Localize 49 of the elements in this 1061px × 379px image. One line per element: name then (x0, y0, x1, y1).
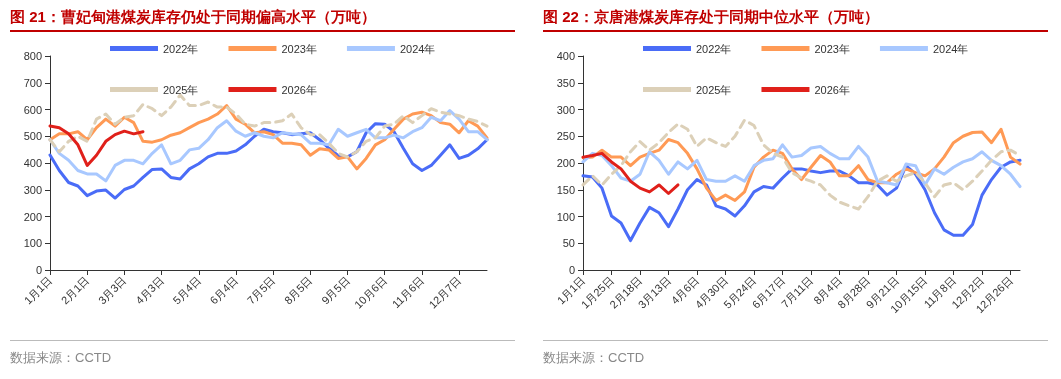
legend-label: 2024年 (932, 42, 969, 55)
y-tick-label: 200 (23, 210, 42, 223)
chart-title: 图 22：京唐港煤炭库存处于同期中位水平（万吨） (543, 0, 1048, 32)
y-tick-label: 100 (556, 210, 575, 223)
x-tick-label: 2月1日 (58, 273, 92, 307)
line-series (581, 151, 680, 195)
x-tick-label: 11月6日 (389, 273, 427, 311)
y-tick-label: 700 (23, 76, 42, 89)
legend-label: 2023年 (814, 42, 850, 55)
x-tick-label: 10月6日 (351, 273, 389, 311)
y-tick-label: 350 (556, 76, 575, 89)
legend-label: 2024年 (399, 42, 436, 55)
x-tick-label: 1月1日 (21, 273, 55, 307)
legend-label: 2025年 (163, 83, 199, 96)
line-series (581, 143, 1022, 189)
x-tick-label: 3月3日 (95, 273, 129, 307)
y-tick-label: 300 (556, 103, 575, 116)
x-tick-label: 6月4日 (207, 273, 241, 307)
line-series (48, 124, 145, 167)
y-tick-label: 150 (556, 183, 575, 196)
y-tick-label: 400 (556, 50, 575, 62)
legend-label: 2023年 (281, 42, 317, 55)
y-tick-label: 400 (23, 157, 42, 169)
legend-label: 2026年 (814, 83, 850, 96)
x-tick-label: 4月3日 (133, 273, 166, 307)
y-tick-label: 100 (23, 237, 42, 250)
y-tick-label: 0 (568, 264, 575, 276)
legend-label: 2022年 (696, 42, 732, 55)
y-tick-label: 200 (556, 157, 575, 169)
x-tick-label: 12月7日 (426, 273, 464, 311)
x-tick-label: 7月5日 (244, 273, 278, 307)
line-series (48, 109, 489, 183)
x-tick-label: 8月5日 (281, 273, 315, 307)
y-tick-label: 50 (562, 237, 575, 250)
y-tick-label: 300 (23, 183, 42, 196)
source-note: 数据来源：CCTD (543, 350, 645, 365)
source-note: 数据来源：CCTD (10, 350, 112, 365)
legend-label: 2025年 (696, 83, 732, 96)
line-series (48, 93, 489, 159)
legend-label: 2026年 (281, 83, 317, 96)
y-tick-label: 250 (556, 130, 575, 143)
y-tick-label: 0 (35, 264, 42, 276)
y-tick-label: 800 (23, 50, 42, 62)
y-tick-label: 600 (23, 103, 42, 116)
legend-label: 2022年 (163, 42, 199, 55)
x-tick-label: 5月4日 (170, 273, 204, 307)
x-tick-label: 9月5日 (319, 273, 352, 307)
y-tick-label: 500 (23, 130, 42, 143)
chart-title: 图 21：曹妃甸港煤炭库存仍处于同期偏高水平（万吨） (10, 0, 515, 32)
